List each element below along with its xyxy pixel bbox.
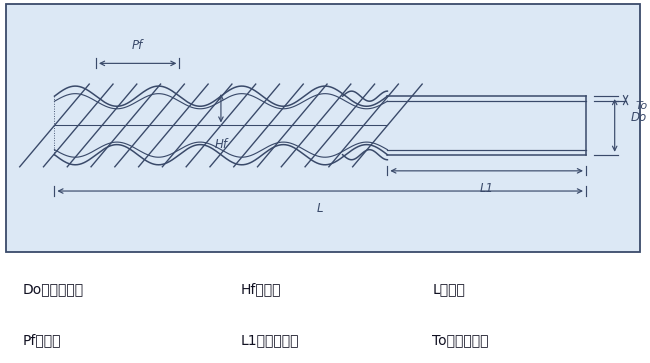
- Text: Pf：波距: Pf：波距: [23, 333, 61, 347]
- Text: L：全长: L：全长: [432, 282, 465, 296]
- Text: Do：光段外径: Do：光段外径: [23, 282, 84, 296]
- Text: Hf: Hf: [214, 138, 227, 151]
- Text: Do: Do: [630, 111, 647, 125]
- Text: L: L: [317, 202, 324, 215]
- Text: L1：光段长度: L1：光段长度: [240, 333, 298, 347]
- Text: L1: L1: [480, 182, 493, 195]
- Text: Pf: Pf: [132, 39, 144, 52]
- Text: To：光段壁厉: To：光段壁厉: [432, 333, 489, 347]
- Text: To: To: [635, 101, 647, 111]
- Text: Hf：波高: Hf：波高: [240, 282, 281, 296]
